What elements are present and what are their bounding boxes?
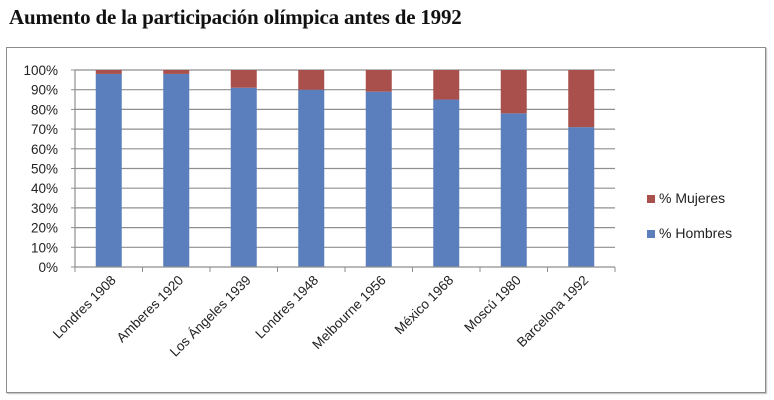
x-tick-label: Barcelona 1992 bbox=[514, 273, 591, 350]
y-tick-label: 20% bbox=[31, 221, 58, 236]
bar-hombres bbox=[298, 89, 325, 267]
legend-swatch bbox=[647, 230, 655, 238]
bar-mujeres bbox=[365, 70, 392, 92]
chart-title: Aumento de la participación olímpica ant… bbox=[9, 5, 462, 29]
bar-mujeres bbox=[230, 70, 257, 88]
y-tick-label: 80% bbox=[31, 102, 58, 117]
y-axis-ticks: 0% 10% 20% 30% 40% 50% 60% 70% 80% 90% 100% bbox=[23, 63, 75, 275]
y-tick-label: 10% bbox=[31, 240, 58, 255]
x-tick-label: Melbourne 1956 bbox=[309, 273, 389, 353]
bar-hombres bbox=[568, 127, 595, 267]
y-tick-label: 50% bbox=[31, 162, 58, 177]
y-tick-label: 100% bbox=[23, 63, 58, 78]
x-axis bbox=[74, 70, 616, 272]
x-tick-label: Londres 1908 bbox=[50, 273, 119, 342]
legend: % Mujeres % Hombres bbox=[647, 190, 732, 241]
bar-mujeres bbox=[298, 70, 325, 90]
y-tick-label: 30% bbox=[31, 201, 58, 216]
bar-hombres bbox=[95, 73, 122, 267]
x-tick-label: Amberes 1920 bbox=[114, 273, 187, 346]
y-tick-label: 90% bbox=[31, 83, 58, 98]
x-tick-label: Londres 1948 bbox=[252, 273, 321, 342]
bar-mujeres bbox=[433, 70, 460, 100]
x-tick-label: México 1968 bbox=[392, 273, 457, 338]
y-tick-label: 0% bbox=[38, 260, 58, 275]
y-tick-label: 40% bbox=[31, 181, 58, 196]
bars bbox=[95, 70, 595, 267]
bar-mujeres bbox=[95, 70, 122, 74]
y-tick-label: 70% bbox=[31, 122, 58, 137]
bar-hombres bbox=[230, 87, 257, 267]
legend-label: % Hombres bbox=[659, 225, 732, 241]
bar-hombres bbox=[500, 113, 527, 267]
legend-label: % Mujeres bbox=[659, 190, 725, 206]
bar-mujeres bbox=[568, 70, 595, 128]
x-tick-label: Moscú 1980 bbox=[461, 273, 524, 336]
bar-hombres bbox=[163, 73, 190, 267]
bar-mujeres bbox=[163, 70, 190, 74]
bar-mujeres bbox=[500, 70, 527, 114]
y-tick-label: 60% bbox=[31, 142, 58, 157]
bar-hombres bbox=[365, 91, 392, 267]
legend-swatch bbox=[647, 195, 655, 203]
bar-hombres bbox=[433, 99, 460, 267]
gridlines bbox=[75, 69, 615, 248]
